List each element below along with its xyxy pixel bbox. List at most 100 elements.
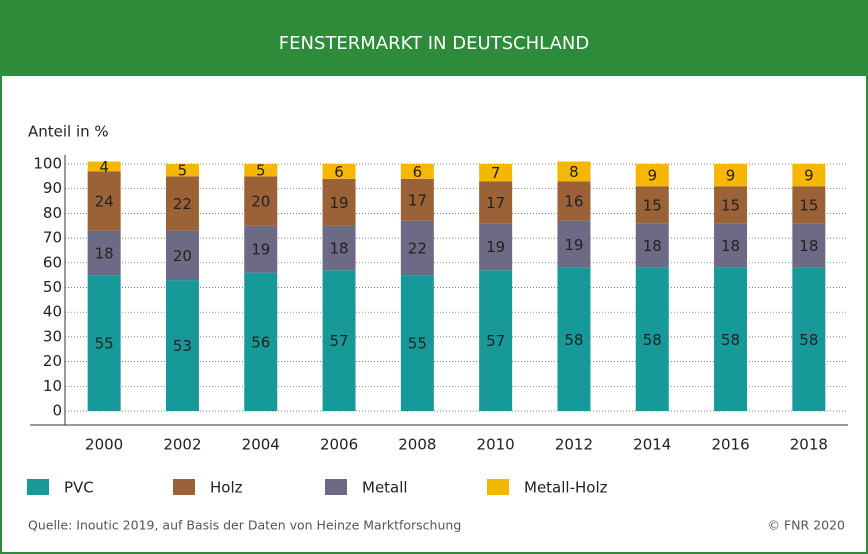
bar-segment [322, 225, 356, 271]
data-label: 17 [408, 191, 427, 209]
data-label: 16 [564, 193, 583, 211]
data-label: 19 [330, 194, 349, 212]
bar-segment [400, 275, 434, 411]
data-label: 22 [173, 195, 192, 213]
y-tick-label: 80 [43, 204, 62, 222]
data-label: 7 [491, 164, 501, 182]
y-tick-label: 60 [43, 253, 62, 271]
data-label: 55 [408, 335, 427, 353]
y-tick-label: 70 [43, 229, 62, 247]
data-label: 19 [486, 238, 505, 256]
data-label: 17 [486, 194, 505, 212]
y-tick-label: 40 [43, 303, 62, 321]
data-label: 55 [95, 335, 114, 353]
x-tick-label: 2006 [320, 436, 358, 454]
x-tick-label: 2012 [555, 436, 593, 454]
bar-segment [244, 164, 278, 177]
data-label: 5 [178, 162, 188, 180]
bar-segment [165, 164, 199, 177]
x-tick-label: 2010 [477, 436, 515, 454]
bar-segment [479, 164, 513, 182]
data-label: 58 [721, 331, 740, 349]
bar-segment [322, 270, 356, 411]
x-tick-label: 2004 [242, 436, 280, 454]
bar-segment [714, 164, 748, 187]
data-label: 9 [647, 167, 657, 185]
data-label: 58 [564, 331, 583, 349]
data-label: 20 [173, 247, 192, 265]
bar-segment [87, 230, 121, 276]
bar-segment [635, 186, 669, 224]
data-label: 18 [95, 244, 114, 262]
data-label: 5 [256, 162, 266, 180]
data-label: 6 [334, 163, 344, 181]
bar-segment [714, 223, 748, 268]
legend-label: PVC [64, 479, 94, 497]
bar-segment [244, 272, 278, 411]
y-tick-label: 50 [43, 278, 62, 296]
source: Quelle: Inoutic 2019, auf Basis der Date… [28, 518, 461, 533]
y-axis-label: Anteil in % [28, 123, 109, 141]
bar-segment [792, 164, 826, 187]
data-label: 56 [251, 333, 270, 351]
bar-segment [244, 176, 278, 226]
legend-label: Metall [362, 479, 408, 497]
bar-segment [792, 267, 826, 411]
data-label: 15 [799, 196, 818, 214]
legend-swatch [173, 479, 195, 495]
bar-segment [244, 225, 278, 273]
x-tick-label: 2014 [633, 436, 671, 454]
legend-swatch [487, 479, 509, 495]
y-tick-label: 10 [43, 377, 62, 395]
chart-title: FENSTERMARKT IN DEUTSCHLAND [279, 33, 589, 54]
x-tick-label: 2002 [163, 436, 201, 454]
bar-segment [557, 161, 591, 182]
bar-segment [557, 220, 591, 268]
y-tick-label: 90 [43, 179, 62, 197]
bar-segment [635, 223, 669, 268]
copyright: © FNR 2020 [768, 518, 846, 533]
bar-segment [87, 171, 121, 231]
x-tick-label: 2016 [711, 436, 749, 454]
data-label: 18 [799, 237, 818, 255]
data-label: 20 [251, 193, 270, 211]
data-label: 19 [564, 236, 583, 254]
data-label: 58 [643, 331, 662, 349]
data-label: 8 [569, 163, 579, 181]
bar-segment [165, 230, 199, 281]
data-label: 22 [408, 239, 427, 257]
bar-segment [635, 164, 669, 187]
legend-label: Holz [210, 479, 243, 497]
y-tick-label: 0 [52, 402, 62, 420]
data-label: 4 [99, 158, 109, 176]
bar-segment [479, 270, 513, 411]
data-label: 58 [799, 331, 818, 349]
data-label: 18 [721, 237, 740, 255]
x-tick-label: 2008 [398, 436, 436, 454]
x-tick-label: 2000 [85, 436, 123, 454]
bar-segment [322, 164, 356, 179]
bar-segment [87, 275, 121, 411]
data-label: 9 [804, 167, 814, 185]
legend-swatch [27, 479, 49, 495]
bar-segment [714, 186, 748, 224]
header [0, 0, 868, 76]
x-tick-label: 2018 [790, 436, 828, 454]
legend-swatch [325, 479, 347, 495]
bar-segment [479, 223, 513, 271]
data-label: 24 [95, 193, 114, 211]
data-label: 15 [721, 196, 740, 214]
bar-segment [87, 161, 121, 172]
y-tick-label: 100 [33, 155, 62, 173]
bar-segment [400, 178, 434, 221]
bar-segment [479, 181, 513, 224]
data-label: 57 [330, 332, 349, 350]
data-label: 57 [486, 332, 505, 350]
bar-segment [165, 176, 199, 231]
bar-segment [792, 186, 826, 224]
legend-label: Metall-Holz [524, 479, 608, 497]
bar-segment [792, 223, 826, 268]
data-label: 9 [726, 167, 736, 185]
data-label: 18 [643, 237, 662, 255]
